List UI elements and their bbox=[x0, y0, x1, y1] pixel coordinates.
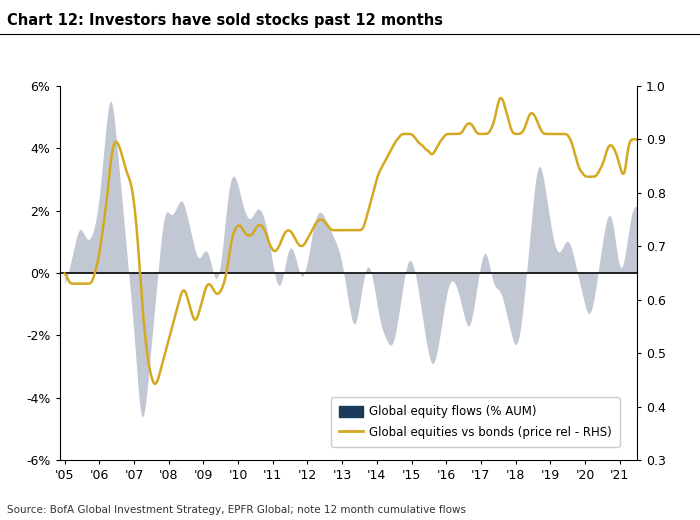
Text: Chart 12: Investors have sold stocks past 12 months: Chart 12: Investors have sold stocks pas… bbox=[7, 13, 443, 28]
Legend: Global equity flows (% AUM), Global equities vs bonds (price rel - RHS): Global equity flows (% AUM), Global equi… bbox=[331, 397, 620, 447]
Text: Source: BofA Global Investment Strategy, EPFR Global; note 12 month cumulative f: Source: BofA Global Investment Strategy,… bbox=[7, 505, 466, 515]
